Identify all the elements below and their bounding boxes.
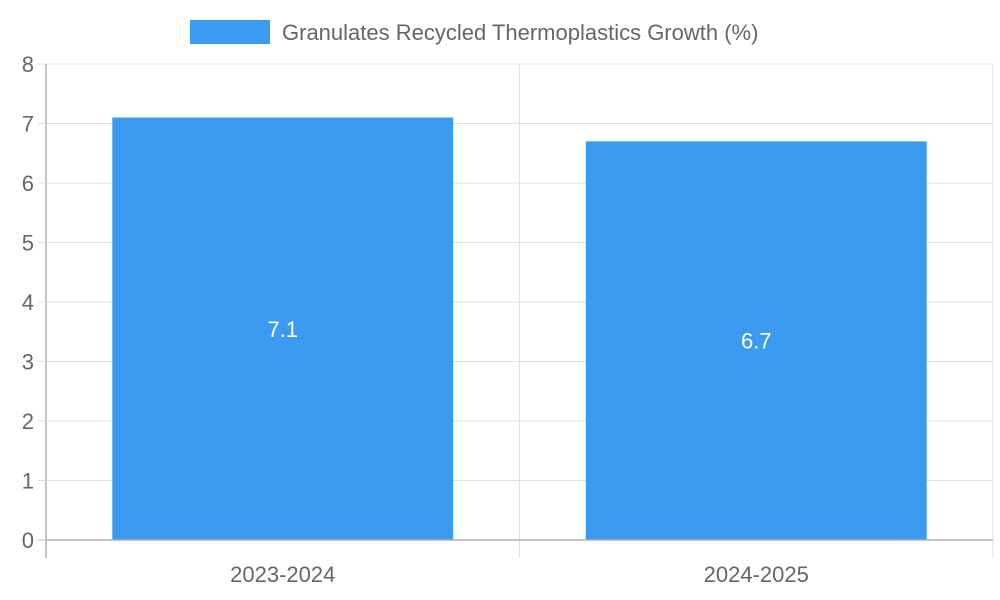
y-tick-label-8: 8 — [22, 52, 34, 77]
y-tick-label-2: 2 — [22, 409, 34, 434]
y-tick-label-1: 1 — [22, 469, 34, 494]
y-tick-label-7: 7 — [22, 112, 34, 137]
x-axis-ticks: 2023-2024 2024-2025 — [230, 562, 809, 587]
bar-value-label-2024-2025: 6.7 — [741, 329, 772, 354]
x-tick-label-2024-2025: 2024-2025 — [704, 562, 809, 587]
y-tick-label-0: 0 — [22, 528, 34, 553]
y-tick-label-5: 5 — [22, 231, 34, 256]
bar-2024-2025[interactable] — [585, 141, 927, 540]
legend[interactable]: Granulates Recycled Thermoplastics Growt… — [190, 20, 758, 45]
legend-label: Granulates Recycled Thermoplastics Growt… — [282, 20, 758, 45]
legend-swatch — [190, 20, 270, 44]
bars: 7.1 6.7 — [112, 117, 927, 541]
bar-value-label-2023-2024: 7.1 — [267, 317, 298, 342]
y-axis-ticks: 0 1 2 3 4 5 6 7 8 — [22, 52, 46, 553]
bar-2023-2024[interactable] — [112, 117, 454, 541]
y-tick-label-6: 6 — [22, 171, 34, 196]
y-tick-label-3: 3 — [22, 350, 34, 375]
y-tick-label-4: 4 — [22, 290, 34, 315]
x-tick-label-2023-2024: 2023-2024 — [230, 562, 335, 587]
